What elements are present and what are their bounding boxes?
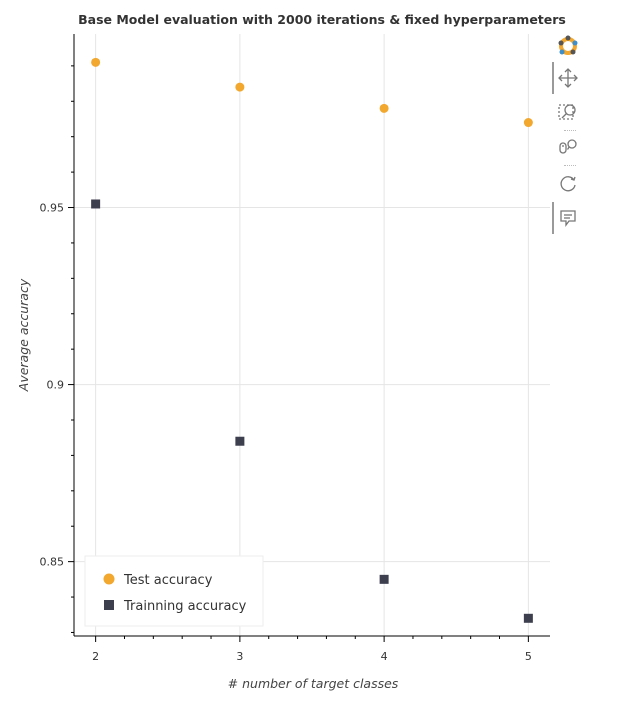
legend-box <box>84 555 264 627</box>
x-axis-label: # number of target classes <box>228 676 399 691</box>
plot-toolbar <box>552 30 586 250</box>
test-accuracy-point <box>379 103 389 113</box>
x-tick-label: 4 <box>381 650 388 663</box>
training-accuracy-point <box>523 613 533 623</box>
legend-marker-test-accuracy <box>103 573 115 585</box>
grid <box>74 34 550 636</box>
axes: 2 3 4 5 0.85 0.9 0.95 <box>40 34 550 663</box>
test-accuracy-point <box>91 57 101 67</box>
x-tick-label: 5 <box>525 650 532 663</box>
box-zoom-icon[interactable] <box>552 98 584 126</box>
legend: Test accuracy Trainning accuracy <box>84 555 264 627</box>
legend-label-training-accuracy: Trainning accuracy <box>123 599 247 614</box>
legend-marker-training-accuracy <box>104 600 114 610</box>
chart-title: Base Model evaluation with 2000 iteratio… <box>78 12 566 27</box>
pan-icon[interactable] <box>552 64 584 92</box>
data-marks <box>91 57 533 623</box>
x-tick-label: 3 <box>236 650 243 663</box>
y-tick-label: 0.95 <box>40 202 65 215</box>
legend-label-test-accuracy: Test accuracy <box>123 573 213 588</box>
hover-icon[interactable] <box>552 204 584 232</box>
wheel-zoom-icon[interactable] <box>552 133 584 161</box>
training-accuracy-point <box>379 574 389 584</box>
bokeh-logo-icon[interactable] <box>552 32 584 60</box>
test-accuracy-point <box>235 82 245 92</box>
test-accuracy-point <box>523 118 533 128</box>
x-tick-label: 2 <box>92 650 99 663</box>
training-accuracy-point <box>91 199 101 209</box>
y-tick-label: 0.85 <box>40 556 65 569</box>
reset-icon[interactable] <box>552 169 584 197</box>
y-tick-label: 0.9 <box>47 379 65 392</box>
y-axis-label: Average accuracy <box>16 278 31 392</box>
training-accuracy-point <box>235 436 245 446</box>
